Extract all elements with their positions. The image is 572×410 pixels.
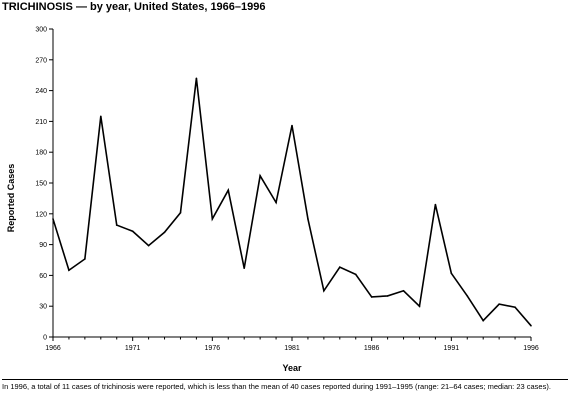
y-tick-label: 210 xyxy=(35,119,47,126)
y-tick-label: 0 xyxy=(43,335,47,342)
footnote: In 1996, a total of 11 cases of trichino… xyxy=(2,379,568,391)
x-axis-ticks: 1966 1971 1976 1981 1986 1991 1996 xyxy=(45,337,539,352)
data-point xyxy=(259,175,261,177)
data-point xyxy=(100,115,102,118)
data-point xyxy=(68,269,70,272)
data-point xyxy=(514,306,516,309)
data-point xyxy=(339,266,341,268)
x-tick-label: 1971 xyxy=(125,345,141,352)
y-axis-ticks: 0 30 60 90 120 150 180 210 240 270 300 xyxy=(35,27,53,342)
data-point xyxy=(291,124,293,127)
x-tick-label: 1991 xyxy=(444,345,460,352)
axes xyxy=(52,29,531,338)
data-point xyxy=(52,218,54,220)
data-point xyxy=(163,231,166,234)
y-tick-label: 300 xyxy=(35,27,47,34)
y-tick-label: 240 xyxy=(35,88,47,95)
data-point xyxy=(466,295,469,297)
y-tick-label: 60 xyxy=(39,273,47,280)
data-point xyxy=(227,189,230,191)
y-axis-label: Reported Cases xyxy=(6,164,16,233)
series xyxy=(52,77,532,327)
y-tick-label: 270 xyxy=(35,57,47,64)
data-point xyxy=(275,201,277,204)
data-point xyxy=(147,244,150,247)
data-point xyxy=(498,303,500,305)
data-point xyxy=(402,290,405,292)
chart-title: TRICHINOSIS — by year, United States, 19… xyxy=(2,1,266,13)
x-axis-label: Year xyxy=(282,363,302,373)
data-point xyxy=(434,203,437,206)
y-tick-label: 90 xyxy=(39,242,47,249)
data-point xyxy=(131,230,134,233)
data-point xyxy=(84,258,86,260)
y-tick-label: 30 xyxy=(39,304,47,311)
data-point xyxy=(243,267,245,270)
data-point xyxy=(354,273,357,276)
y-tick-label: 120 xyxy=(35,211,47,218)
data-point xyxy=(418,305,421,308)
data-point xyxy=(386,295,389,297)
data-point xyxy=(211,218,214,220)
line-chart: 0 30 60 90 120 150 180 210 240 270 300 1966 1971 197… xyxy=(6,27,539,374)
data-point xyxy=(195,77,198,80)
x-tick-label: 1966 xyxy=(45,345,61,352)
data-point xyxy=(115,224,118,226)
y-tick-label: 180 xyxy=(35,150,47,157)
data-point xyxy=(179,211,182,214)
data-point xyxy=(307,218,309,220)
data-point xyxy=(323,290,325,292)
x-tick-label: 1986 xyxy=(364,345,380,352)
data-point xyxy=(450,272,453,275)
data-point xyxy=(530,324,532,327)
x-tick-label: 1976 xyxy=(205,345,221,352)
data-point xyxy=(482,319,485,322)
x-tick-label: 1981 xyxy=(284,345,300,352)
data-point xyxy=(370,296,373,298)
y-tick-label: 150 xyxy=(35,181,47,188)
series-line xyxy=(52,78,532,327)
x-tick-label: 1996 xyxy=(523,345,539,352)
